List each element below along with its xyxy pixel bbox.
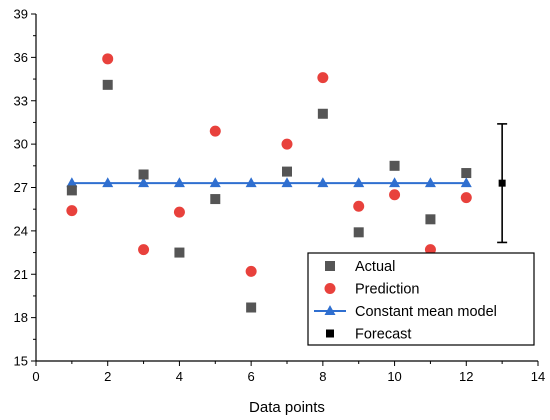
y-tick-label: 36 xyxy=(14,50,28,65)
data-point xyxy=(424,177,436,188)
data-point xyxy=(317,177,329,188)
data-point xyxy=(174,247,185,258)
legend-label: Actual xyxy=(355,259,395,275)
data-point xyxy=(353,177,365,188)
data-point xyxy=(460,177,472,188)
legend-marker xyxy=(326,329,334,338)
data-point xyxy=(460,192,472,204)
x-tick-label: 14 xyxy=(531,369,545,384)
data-point xyxy=(245,177,257,188)
data-point xyxy=(173,177,185,188)
data-point xyxy=(353,200,365,212)
data-point xyxy=(102,79,113,90)
data-point xyxy=(281,177,293,188)
legend-box xyxy=(307,252,535,346)
data-point xyxy=(209,125,221,137)
data-point xyxy=(66,177,78,188)
legend-marker xyxy=(324,305,336,315)
legend-item: Constant mean model xyxy=(314,304,497,320)
series-actual xyxy=(66,79,472,313)
data-point xyxy=(138,244,150,256)
x-tick-label: 0 xyxy=(32,369,39,384)
data-point xyxy=(209,177,221,188)
data-point xyxy=(353,227,364,238)
data-point xyxy=(246,302,257,313)
y-tick-label: 24 xyxy=(14,223,28,238)
data-point xyxy=(138,177,150,188)
data-point xyxy=(245,265,257,277)
legend-item: Forecast xyxy=(326,327,411,343)
data-point xyxy=(281,138,293,150)
data-point xyxy=(102,53,114,65)
data-point xyxy=(210,194,221,205)
y-tick-label: 39 xyxy=(14,7,28,22)
data-point xyxy=(317,72,329,84)
data-point xyxy=(173,206,185,218)
legend-marker xyxy=(324,283,336,294)
x-tick-label: 10 xyxy=(387,369,401,384)
data-point xyxy=(66,205,78,217)
y-tick-label: 15 xyxy=(14,354,28,369)
legend-label: Prediction xyxy=(355,282,419,298)
x-tick-label: 6 xyxy=(248,369,255,384)
x-axis-title: Data points xyxy=(249,399,325,416)
series-forecast xyxy=(497,123,508,244)
legend-item: Actual xyxy=(325,259,395,275)
data-point xyxy=(389,189,401,201)
data-point xyxy=(498,179,506,187)
data-point xyxy=(138,169,149,180)
data-point xyxy=(66,185,77,196)
data-point xyxy=(425,214,436,225)
data-point xyxy=(389,160,400,171)
data-point xyxy=(282,166,292,177)
series-constant-mean-model xyxy=(66,177,472,188)
data-point xyxy=(461,168,472,179)
x-tick-label: 4 xyxy=(176,369,183,384)
y-tick-label: 33 xyxy=(14,93,28,108)
x-tick-label: 2 xyxy=(104,369,111,384)
data-point xyxy=(102,177,114,188)
legend-label: Constant mean model xyxy=(355,304,497,320)
legend-marker xyxy=(325,261,335,271)
legend-item: Prediction xyxy=(324,282,419,298)
series-prediction xyxy=(66,53,472,277)
x-tick-label: 12 xyxy=(459,369,473,384)
x-tick-label: 8 xyxy=(319,369,326,384)
y-tick-label: 21 xyxy=(14,267,28,282)
y-tick-label: 30 xyxy=(14,137,28,152)
plot-area xyxy=(66,53,508,313)
legend: Actual Prediction Constant mean model Forec… xyxy=(307,252,535,346)
data-point xyxy=(389,177,401,188)
y-tick-label: 18 xyxy=(14,310,28,325)
y-tick-label: 27 xyxy=(14,180,28,195)
legend-label: Forecast xyxy=(355,327,411,343)
data-point xyxy=(317,108,328,119)
